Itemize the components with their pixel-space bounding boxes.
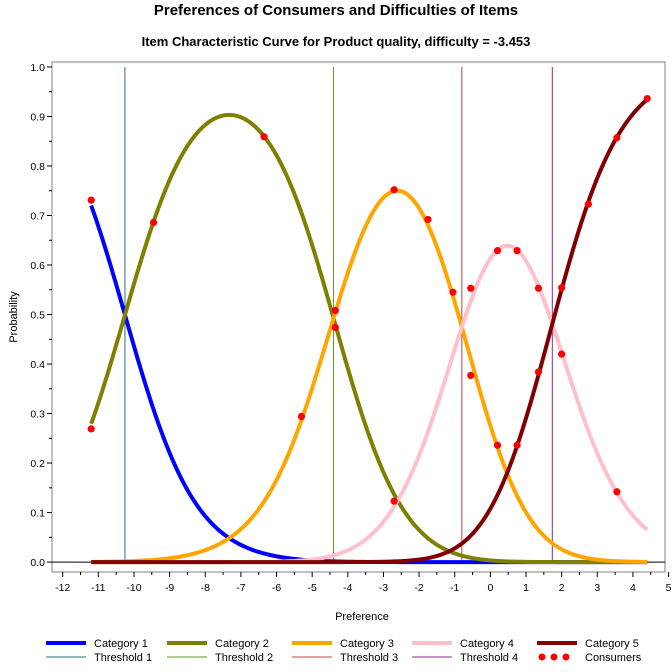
legend-swatch-dot	[538, 653, 546, 661]
legend-label: Threshold 2	[215, 652, 273, 664]
y-tick-label: 0.2	[30, 458, 45, 470]
chart-subtitle: Item Characteristic Curve for Product qu…	[142, 34, 531, 49]
y-tick-label: 0.9	[30, 111, 45, 123]
legend-item: Threshold 4	[412, 652, 518, 664]
legend-label: Category 1	[94, 638, 148, 650]
legend-label: Category 4	[460, 638, 514, 650]
legend-swatch-dot	[550, 653, 558, 661]
curve-category-4	[91, 243, 649, 565]
y-tick-label: 0.5	[30, 310, 45, 322]
consumer-point	[331, 306, 339, 315]
consumer-point	[87, 425, 95, 433]
x-tick-label: -1	[450, 582, 459, 594]
x-tick-label: -12	[55, 582, 70, 594]
y-tick-label: 0.3	[30, 409, 45, 421]
consumer-point	[449, 288, 457, 296]
consumer-point	[513, 441, 521, 449]
x-tick-label: -10	[126, 582, 141, 594]
legend: Category 1 Category 2 Category 3 Category 4…	[46, 638, 642, 664]
x-tick-label: 1	[523, 582, 529, 594]
consumer-point	[297, 412, 306, 421]
x-tick-label: 5	[666, 582, 672, 594]
consumer-point	[260, 133, 268, 141]
legend-item: Category 1	[46, 638, 148, 650]
legend-label: Threshold 1	[94, 652, 152, 664]
x-tick-label: -2	[414, 582, 423, 594]
curve-category-5	[91, 97, 649, 565]
legend-label: Consumers	[585, 652, 642, 664]
legend-item: Consumers	[538, 652, 642, 664]
x-tick-label: -5	[307, 582, 316, 594]
x-tick-label: 4	[630, 582, 636, 594]
y-tick-label: 0.1	[30, 508, 45, 520]
consumer-point	[558, 350, 566, 358]
consumer-point	[643, 95, 651, 103]
x-tick-label: -11	[91, 582, 106, 594]
legend-label: Threshold 3	[340, 652, 398, 664]
consumer-point	[390, 497, 398, 505]
consumer-point	[613, 488, 621, 496]
plot-frame	[51, 61, 666, 573]
consumer-point	[467, 371, 475, 380]
legend-label: Category 2	[215, 638, 269, 650]
consumer-point	[87, 196, 95, 204]
consumer-point	[467, 284, 475, 292]
chart-title: Preferences of Consumers and Difficultie…	[154, 2, 518, 19]
x-tick-label: 2	[559, 582, 565, 594]
legend-swatch-dot	[562, 653, 570, 661]
x-axis-label: Preference	[335, 611, 389, 623]
y-tick-label: 1.0	[30, 62, 45, 74]
y-axis-label: Probability	[8, 291, 20, 343]
consumer-point	[424, 215, 432, 224]
x-tick-label: -6	[272, 582, 281, 594]
legend-item: Category 3	[292, 638, 394, 650]
consumer-point	[534, 368, 543, 376]
x-tick-label: -7	[236, 582, 245, 594]
curve-category-1	[89, 204, 648, 565]
curve-category-3	[91, 188, 648, 564]
x-tick-label: -8	[201, 582, 210, 594]
x-tick-label: 0	[487, 582, 493, 594]
curve-category-2	[89, 112, 648, 565]
consumer-point	[493, 441, 502, 449]
legend-item: Category 4	[412, 638, 514, 650]
y-tick-label: 0.6	[30, 260, 45, 272]
consumer-point	[534, 284, 543, 292]
plot-area	[51, 61, 666, 573]
x-tick-label: -3	[379, 582, 388, 594]
consumer-point	[390, 186, 398, 194]
consumer-point	[331, 323, 339, 331]
legend-label: Category 5	[585, 638, 639, 650]
consumer-point	[613, 134, 621, 142]
y-tick-label: 0.7	[30, 210, 45, 222]
y-tick-label: 0.0	[30, 557, 45, 569]
legend-item: Threshold 2	[167, 652, 273, 664]
axes: -12 -11 -10 -9 -8 -7 -6 -5 -4 -3 -2 -1 0 1 2 3 4 50.00.10…	[30, 62, 671, 594]
legend-label: Threshold 4	[460, 652, 518, 664]
legend-label: Category 3	[340, 638, 394, 650]
x-tick-label: -9	[165, 582, 174, 594]
consumer-point	[513, 247, 521, 255]
legend-item: Threshold 1	[46, 652, 152, 664]
legend-item: Threshold 3	[292, 652, 398, 664]
consumer-point	[149, 218, 158, 227]
x-tick-label: 3	[594, 582, 600, 594]
legend-item: Category 5	[537, 638, 639, 650]
y-tick-label: 0.8	[30, 161, 45, 173]
consumer-point	[493, 247, 502, 255]
consumer-point	[558, 284, 566, 292]
legend-item: Category 2	[167, 638, 269, 650]
x-tick-label: -4	[343, 582, 352, 594]
consumer-point	[584, 200, 592, 208]
y-tick-label: 0.4	[30, 359, 45, 371]
